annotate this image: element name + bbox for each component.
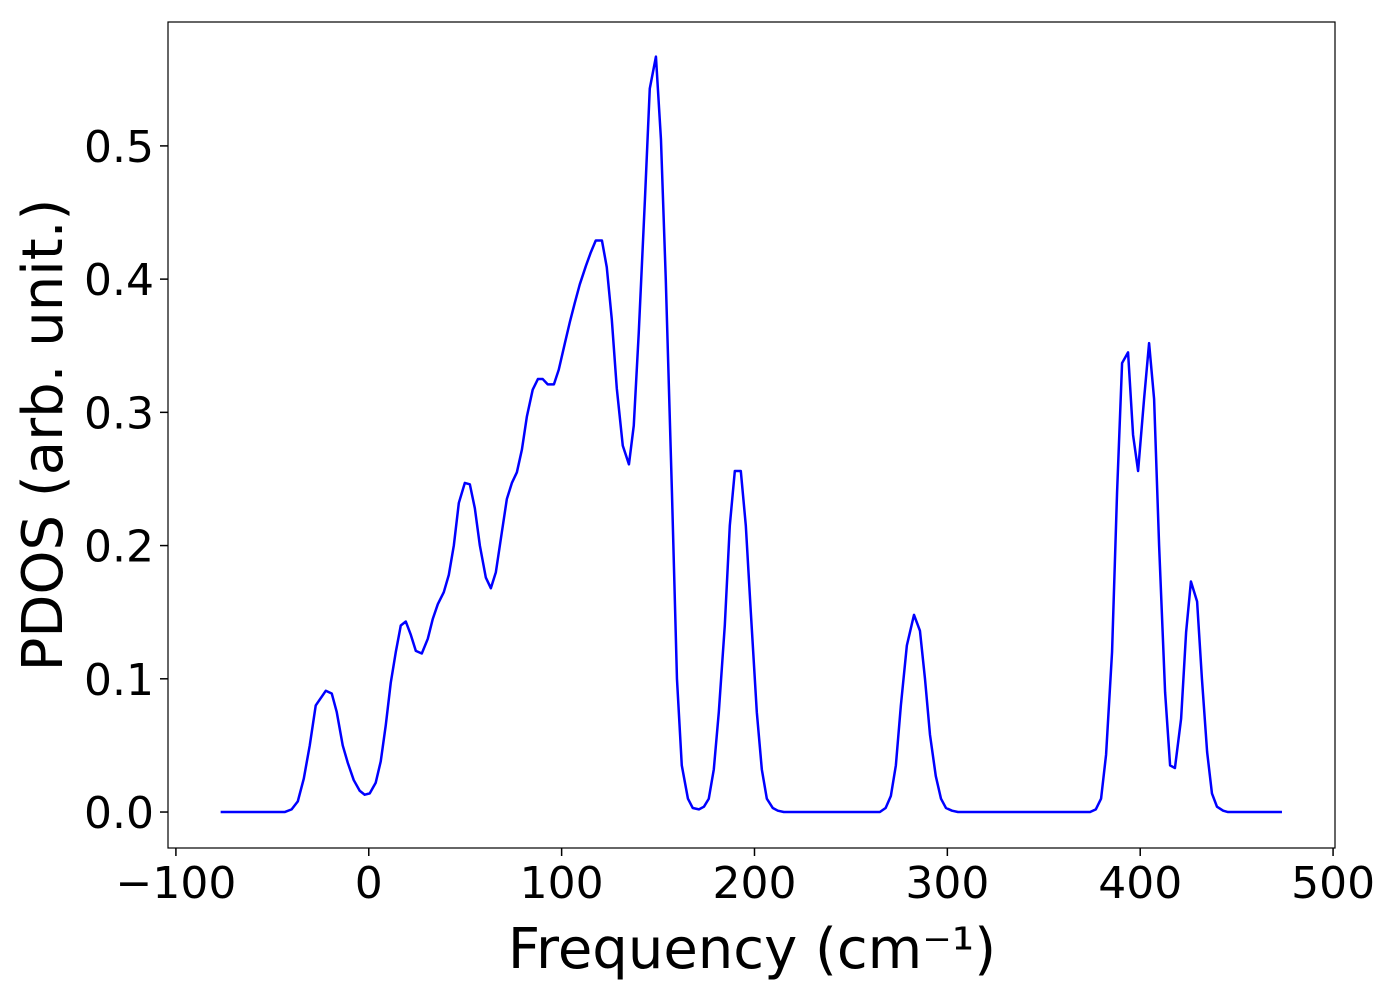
x-tick-label: 200 [712,858,796,909]
y-tick-label: 0.2 [84,522,154,573]
x-tick-label: 500 [1291,858,1375,909]
plot-frame [167,21,1336,849]
y-axis-label: PDOS (arb. unit.) [11,199,76,672]
y-tick-label: 0.4 [84,255,154,306]
y-tick-label: 0.0 [84,788,154,839]
x-tick-label: 0 [355,858,383,909]
x-axis-label: Frequency (cm⁻¹) [508,917,996,982]
y-tick-label: 0.3 [84,388,154,439]
data-line [220,55,1282,814]
y-tick-label: 0.5 [84,122,154,173]
x-tick-label: 400 [1098,858,1182,909]
y-tick-label: 0.1 [84,655,154,706]
x-tick-label: −100 [115,858,236,909]
x-tick-label: 100 [520,858,604,909]
x-tick-label: 300 [905,858,989,909]
